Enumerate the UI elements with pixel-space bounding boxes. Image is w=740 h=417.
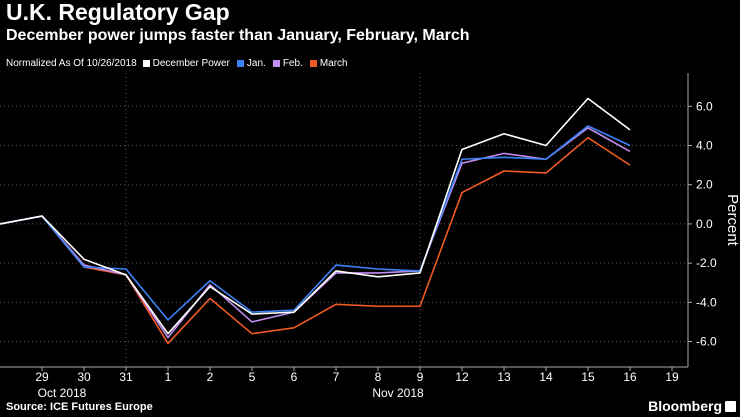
x-tick-label: 15 (581, 370, 595, 384)
legend-note: Normalized As Of 10/26/2018 (6, 57, 137, 69)
x-tick-label: 12 (455, 370, 469, 384)
chart-subtitle: December power jumps faster than January… (6, 27, 470, 44)
y-tick-label: 6.0 (696, 99, 713, 113)
brand-logo: Bloomberg (648, 398, 722, 414)
legend-label: Jan. (246, 57, 266, 69)
x-tick-label: 6 (291, 370, 298, 384)
y-tick-label: -6.0 (696, 335, 717, 349)
bloomberg-icon (725, 401, 736, 412)
legend-label: March (319, 57, 348, 69)
legend-label: Feb. (282, 57, 303, 69)
legend-item-feb: Feb. (272, 57, 303, 69)
source-note: Source: ICE Futures Europe (6, 401, 153, 413)
x-tick-label: 19 (665, 370, 679, 384)
y-tick-label: 2.0 (696, 178, 713, 192)
legend-swatch (309, 59, 317, 67)
y-axis-label: Percent (724, 194, 740, 247)
x-tick-label: 9 (417, 370, 424, 384)
legend-label: December Power (152, 57, 230, 69)
x-tick-label: 29 (35, 370, 49, 384)
x-tick-label: 16 (623, 370, 637, 384)
series-line-jan (0, 125, 631, 321)
legend: Normalized As Of 10/26/2018 December Pow… (6, 56, 355, 70)
month-label: Oct 2018 (38, 386, 87, 400)
series-line-march (0, 136, 631, 345)
legend-swatch (142, 59, 150, 67)
y-tick-label: -4.0 (696, 295, 717, 309)
legend-item-december-power: December Power (142, 57, 230, 69)
x-tick-label: 13 (497, 370, 511, 384)
x-tick-label: 30 (77, 370, 91, 384)
y-tick-label: 0.0 (696, 217, 713, 231)
y-tick-label: -2.0 (696, 256, 717, 270)
x-tick-label: 2 (207, 370, 214, 384)
series-line-december-power (0, 97, 631, 335)
x-tick-label: 7 (333, 370, 340, 384)
legend-item-jan: Jan. (236, 57, 266, 69)
x-tick-label: 5 (249, 370, 256, 384)
x-tick-label: 31 (119, 370, 133, 384)
x-tick-label: 14 (539, 370, 553, 384)
legend-swatch (272, 59, 280, 67)
y-tick-label: 4.0 (696, 139, 713, 153)
legend-item-march: March (309, 57, 348, 69)
month-label: Nov 2018 (372, 386, 424, 400)
x-tick-label: 8 (375, 370, 382, 384)
chart-title: U.K. Regulatory Gap (6, 0, 230, 25)
x-tick-label: 1 (165, 370, 172, 384)
legend-swatch (236, 59, 244, 67)
